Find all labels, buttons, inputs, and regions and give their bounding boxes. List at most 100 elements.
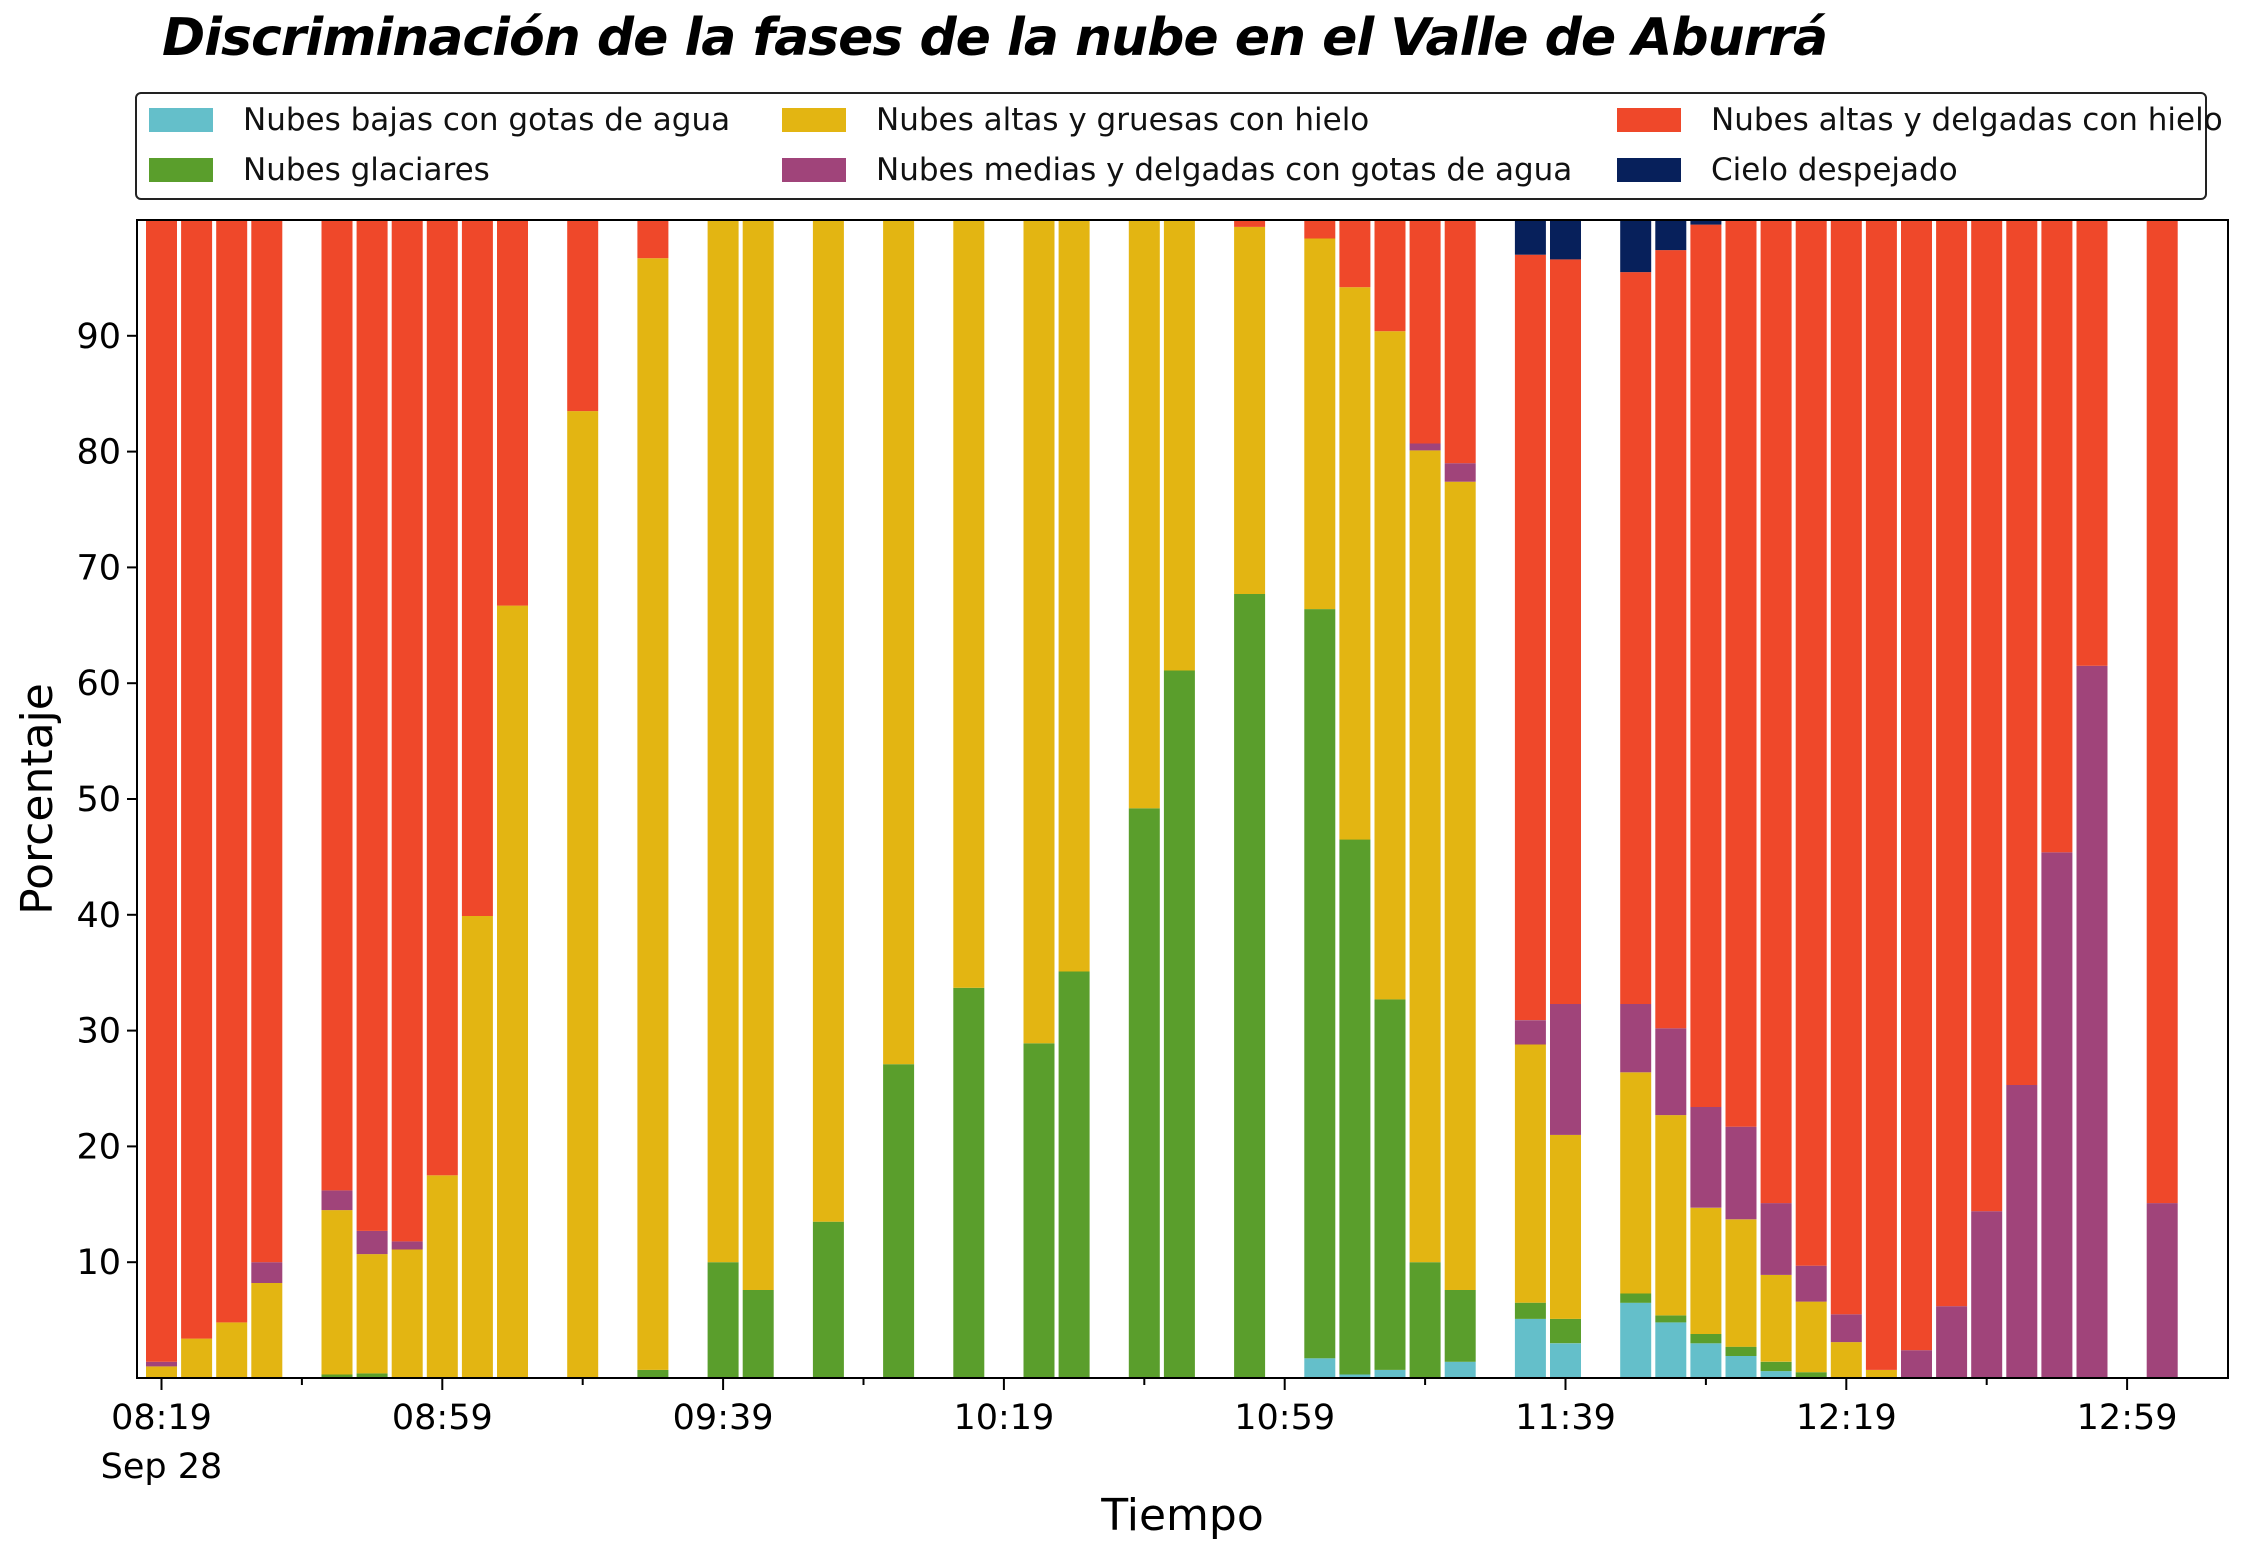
bar-segment-nubes-altas-y-gruesas-con-hielo-0824 bbox=[181, 1338, 213, 1378]
bar-segment-nubes-altas-y-gruesas-con-hielo-0849 bbox=[356, 1254, 388, 1374]
bar-segment-nubes-medias-y-delgadas-con-gotas-de-agua-1204 bbox=[1725, 1126, 1757, 1220]
bar-segment-nubes-medias-y-delgadas-con-gotas-de-agua-1234 bbox=[1936, 1306, 1968, 1378]
bar-segment-nubes-bajas-con-gotas-de-agua-1204 bbox=[1725, 1356, 1757, 1378]
bar-segment-nubes-bajas-con-gotas-de-agua-1114 bbox=[1374, 1369, 1406, 1378]
bar-segment-nubes-altas-y-gruesas-con-hielo-1119 bbox=[1409, 450, 1441, 1263]
x-tick-label: 08:59 bbox=[392, 1398, 493, 1438]
bar-segment-nubes-glaciares-0939 bbox=[707, 1262, 739, 1378]
bar-segment-nubes-bajas-con-gotas-de-agua-1159 bbox=[1690, 1343, 1722, 1378]
x-axis-label: Tiempo bbox=[1100, 1490, 1264, 1541]
legend: Nubes bajas con gotas de agua Nubes glaci… bbox=[135, 92, 2223, 200]
bar-segment-nubes-altas-y-delgadas-con-hielo-0849 bbox=[356, 220, 388, 1231]
bar-segment-cielo-despejado-1159 bbox=[1690, 220, 1722, 225]
y-tick-label: 80 bbox=[76, 433, 121, 473]
bar-segment-nubes-altas-y-delgadas-con-hielo-1214 bbox=[1795, 220, 1827, 1266]
bar-segment-nubes-medias-y-delgadas-con-gotas-de-agua-1229 bbox=[1901, 1350, 1932, 1378]
bar-segment-cielo-despejado-1154 bbox=[1655, 220, 1687, 251]
x-tick-label: 11:39 bbox=[1515, 1398, 1616, 1438]
bar-segment-nubes-altas-y-gruesas-con-hielo-0919 bbox=[567, 411, 599, 1379]
legend-item-nubes-glaciares: Nubes glaciares bbox=[149, 150, 490, 190]
bar-segment-nubes-glaciares-1204 bbox=[1725, 1346, 1757, 1356]
bar-segment-nubes-altas-y-gruesas-con-hielo-1029 bbox=[1058, 220, 1090, 972]
bar-segment-nubes-altas-y-delgadas-con-hielo-1159 bbox=[1690, 224, 1722, 1108]
bar-segment-nubes-altas-y-gruesas-con-hielo-1014 bbox=[953, 220, 985, 988]
bar-segment-nubes-glaciares-1209 bbox=[1760, 1361, 1792, 1372]
x-tick-label: 10:19 bbox=[953, 1398, 1054, 1438]
bar-segment-nubes-altas-y-gruesas-con-hielo-0954 bbox=[812, 220, 844, 1222]
bar-segment-nubes-altas-y-gruesas-con-hielo-1204 bbox=[1725, 1219, 1757, 1347]
legend-label: Nubes medias y delgadas con gotas de agu… bbox=[876, 152, 1573, 188]
bar-segment-nubes-glaciares-1109 bbox=[1339, 839, 1371, 1375]
legend-swatch bbox=[1617, 158, 1681, 182]
bar-segment-nubes-altas-y-gruesas-con-hielo-1044 bbox=[1163, 220, 1195, 671]
x-tick-label: 09:39 bbox=[673, 1398, 774, 1438]
bar-segment-nubes-altas-y-delgadas-con-hielo-0844 bbox=[321, 220, 353, 1191]
bar-segment-nubes-altas-y-delgadas-con-hielo-0834 bbox=[251, 220, 283, 1263]
bar-segment-nubes-medias-y-delgadas-con-gotas-de-agua-1244 bbox=[2006, 1085, 2038, 1378]
bar-segment-nubes-medias-y-delgadas-con-gotas-de-agua-1209 bbox=[1760, 1203, 1792, 1275]
bar-segment-nubes-altas-y-gruesas-con-hielo-1219 bbox=[1830, 1342, 1862, 1378]
y-tick-label: 70 bbox=[76, 548, 121, 588]
bar-segment-nubes-altas-y-delgadas-con-hielo-1154 bbox=[1655, 250, 1687, 1029]
bar-segment-cielo-despejado-1149 bbox=[1620, 220, 1652, 273]
legend-label: Cielo despejado bbox=[1711, 152, 1958, 188]
bar-segment-nubes-bajas-con-gotas-de-agua-1124 bbox=[1444, 1361, 1476, 1378]
y-tick-label: 60 bbox=[76, 664, 121, 704]
bar-segment-nubes-altas-y-delgadas-con-hielo-0904 bbox=[461, 220, 493, 916]
y-tick-label: 50 bbox=[76, 780, 121, 820]
bar-segment-nubes-altas-y-delgadas-con-hielo-1249 bbox=[2041, 220, 2073, 853]
bar-segment-nubes-medias-y-delgadas-con-gotas-de-agua-1119 bbox=[1409, 443, 1441, 451]
bar-segment-nubes-glaciares-1024 bbox=[1023, 1043, 1055, 1378]
bar-segment-nubes-altas-y-delgadas-con-hielo-1134 bbox=[1514, 254, 1546, 1021]
bar-segment-nubes-medias-y-delgadas-con-gotas-de-agua-0844 bbox=[321, 1190, 353, 1211]
bar-segment-nubes-bajas-con-gotas-de-agua-1149 bbox=[1620, 1302, 1652, 1378]
bar-segment-nubes-medias-y-delgadas-con-gotas-de-agua-1254 bbox=[2076, 665, 2108, 1378]
x-tick-date-label: Sep 28 bbox=[101, 1447, 223, 1487]
bar-segment-nubes-glaciares-1119 bbox=[1409, 1262, 1441, 1378]
bar-segment-nubes-altas-y-delgadas-con-hielo-1054 bbox=[1234, 220, 1266, 227]
bar-segment-nubes-altas-y-delgadas-con-hielo-1139 bbox=[1550, 259, 1581, 1004]
bar-segment-nubes-altas-y-gruesas-con-hielo-0844 bbox=[321, 1210, 353, 1375]
bar-segment-nubes-altas-y-delgadas-con-hielo-1304 bbox=[2146, 220, 2178, 1204]
bar-segment-nubes-glaciares-0849 bbox=[356, 1373, 388, 1378]
bar-segment-nubes-altas-y-gruesas-con-hielo-0819 bbox=[146, 1366, 177, 1378]
x-tick-label: 12:59 bbox=[2077, 1398, 2178, 1438]
legend-swatch bbox=[782, 158, 846, 182]
legend-item-nubes-bajas-con-gotas-de-agua: Nubes bajas con gotas de agua bbox=[149, 100, 730, 140]
bar-segment-nubes-altas-y-gruesas-con-hielo-0854 bbox=[391, 1249, 423, 1378]
legend-swatch bbox=[1617, 108, 1681, 132]
bar-segment-nubes-altas-y-gruesas-con-hielo-0829 bbox=[216, 1322, 248, 1378]
bar-segment-nubes-altas-y-delgadas-con-hielo-1104 bbox=[1304, 220, 1336, 239]
bar-segment-nubes-bajas-con-gotas-de-agua-1154 bbox=[1655, 1322, 1687, 1378]
bar-segment-nubes-altas-y-gruesas-con-hielo-1039 bbox=[1128, 220, 1160, 809]
bar-segment-nubes-medias-y-delgadas-con-gotas-de-agua-0819 bbox=[146, 1361, 177, 1367]
bar-segment-nubes-altas-y-gruesas-con-hielo-1054 bbox=[1234, 226, 1266, 594]
legend-item-nubes-altas-y-delgadas-con-hielo: Nubes altas y delgadas con hielo bbox=[1617, 100, 2223, 140]
legend-item-nubes-medias-y-delgadas-con-gotas-de-agua: Nubes medias y delgadas con gotas de agu… bbox=[782, 150, 1572, 190]
bar-segment-nubes-medias-y-delgadas-con-gotas-de-agua-1134 bbox=[1514, 1020, 1546, 1045]
bar-segment-nubes-glaciares-1114 bbox=[1374, 999, 1406, 1370]
bar-segment-nubes-altas-y-delgadas-con-hielo-1209 bbox=[1760, 220, 1792, 1204]
bar-segment-nubes-altas-y-delgadas-con-hielo-1234 bbox=[1936, 220, 1968, 1307]
bar-segment-nubes-altas-y-delgadas-con-hielo-0919 bbox=[567, 220, 599, 412]
bar-segment-nubes-altas-y-delgadas-con-hielo-0929 bbox=[637, 220, 669, 259]
bar-segment-nubes-medias-y-delgadas-con-gotas-de-agua-1219 bbox=[1830, 1314, 1862, 1343]
bar-segment-nubes-glaciares-1014 bbox=[953, 987, 985, 1378]
bar-segment-nubes-altas-y-delgadas-con-hielo-0824 bbox=[181, 220, 213, 1339]
bar-segment-nubes-altas-y-delgadas-con-hielo-1204 bbox=[1725, 220, 1757, 1127]
bar-segment-nubes-altas-y-delgadas-con-hielo-0829 bbox=[216, 220, 248, 1323]
y-tick-label: 90 bbox=[76, 317, 121, 357]
bar-segment-nubes-altas-y-delgadas-con-hielo-1124 bbox=[1444, 220, 1476, 464]
bar-segment-nubes-altas-y-delgadas-con-hielo-1229 bbox=[1901, 220, 1932, 1351]
y-tick-label: 40 bbox=[76, 896, 121, 936]
bar-segment-nubes-altas-y-gruesas-con-hielo-0834 bbox=[251, 1283, 283, 1378]
bar-segment-nubes-altas-y-gruesas-con-hielo-1109 bbox=[1339, 287, 1371, 840]
legend-label: Nubes altas y gruesas con hielo bbox=[876, 102, 1370, 138]
bar-segment-nubes-altas-y-gruesas-con-hielo-1149 bbox=[1620, 1072, 1652, 1294]
y-tick-label: 30 bbox=[76, 1012, 121, 1052]
bar-segment-nubes-altas-y-gruesas-con-hielo-1154 bbox=[1655, 1115, 1687, 1316]
bar-segment-nubes-medias-y-delgadas-con-gotas-de-agua-1239 bbox=[1971, 1211, 2003, 1378]
bar-segment-nubes-medias-y-delgadas-con-gotas-de-agua-1159 bbox=[1690, 1107, 1722, 1208]
bar-segment-nubes-altas-y-gruesas-con-hielo-1134 bbox=[1514, 1044, 1546, 1303]
